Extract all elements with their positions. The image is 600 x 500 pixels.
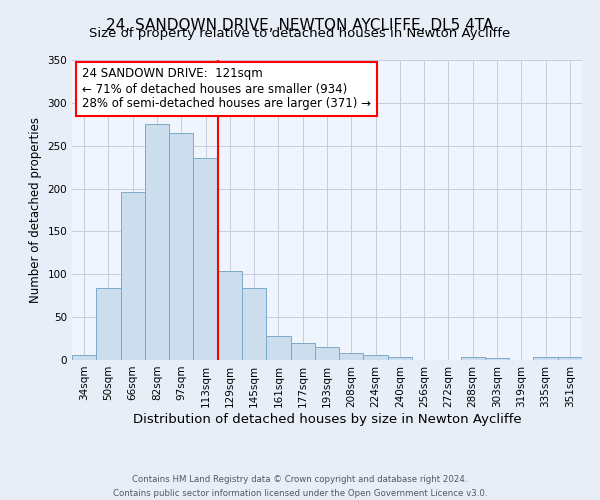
Bar <box>485 358 509 360</box>
Bar <box>72 355 96 360</box>
Text: Size of property relative to detached houses in Newton Aycliffe: Size of property relative to detached ho… <box>89 28 511 40</box>
Bar <box>145 124 169 360</box>
Bar <box>242 288 266 360</box>
X-axis label: Distribution of detached houses by size in Newton Aycliffe: Distribution of detached houses by size … <box>133 412 521 426</box>
Bar <box>558 358 582 360</box>
Y-axis label: Number of detached properties: Number of detached properties <box>29 117 42 303</box>
Bar <box>169 133 193 360</box>
Text: Contains HM Land Registry data © Crown copyright and database right 2024.
Contai: Contains HM Land Registry data © Crown c… <box>113 476 487 498</box>
Bar <box>121 192 145 360</box>
Text: 24 SANDOWN DRIVE:  121sqm
← 71% of detached houses are smaller (934)
28% of semi: 24 SANDOWN DRIVE: 121sqm ← 71% of detach… <box>82 68 371 110</box>
Bar <box>461 356 485 360</box>
Bar <box>290 343 315 360</box>
Bar <box>315 347 339 360</box>
Bar <box>193 158 218 360</box>
Bar <box>218 271 242 360</box>
Text: 24, SANDOWN DRIVE, NEWTON AYCLIFFE, DL5 4TA: 24, SANDOWN DRIVE, NEWTON AYCLIFFE, DL5 … <box>106 18 494 32</box>
Bar <box>339 353 364 360</box>
Bar <box>364 355 388 360</box>
Bar <box>388 358 412 360</box>
Bar <box>96 288 121 360</box>
Bar <box>266 336 290 360</box>
Bar <box>533 358 558 360</box>
